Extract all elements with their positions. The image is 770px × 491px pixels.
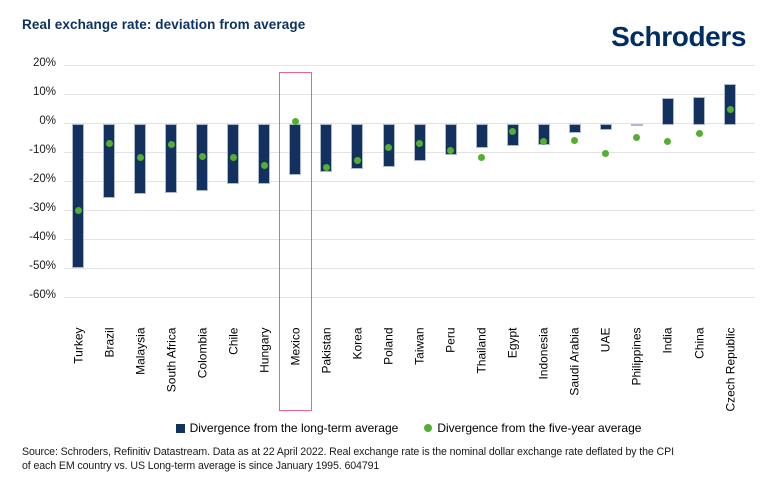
dot-turkey <box>74 206 82 214</box>
x-label-egypt: Egypt <box>505 327 520 359</box>
y-tick--50: -50% <box>29 260 56 272</box>
gridline--20 <box>64 181 755 182</box>
y-tick--60: -60% <box>29 289 56 301</box>
dot-taiwan <box>416 139 424 147</box>
schroders-logo: Schroders <box>611 21 746 52</box>
x-label-india: India <box>660 327 675 354</box>
legend-label-five-year: Divergence from the five-year average <box>437 421 642 435</box>
dot-czech-republic <box>726 106 734 114</box>
dot-peru <box>447 147 455 155</box>
source-note: Source: Schroders, Refinitiv Datastream.… <box>22 446 762 473</box>
x-label-hungary: Hungary <box>257 327 272 373</box>
x-label-taiwan: Taiwan <box>412 327 427 365</box>
dot-poland <box>385 144 392 152</box>
y-tick--30: -30% <box>29 202 56 214</box>
dot-egypt <box>509 128 517 136</box>
x-label-uae: UAE <box>598 327 613 353</box>
dot-thailand <box>478 154 486 162</box>
x-label-thailand: Thailand <box>474 327 489 374</box>
dot-colombia <box>198 152 206 160</box>
dot-chile <box>229 154 237 162</box>
gridline--30 <box>64 210 755 211</box>
y-tick--10: -10% <box>29 144 56 156</box>
x-label-malaysia: Malaysia <box>133 327 148 375</box>
dot-brazil <box>105 139 113 147</box>
gridline--40 <box>64 239 755 240</box>
x-label-brazil: Brazil <box>102 327 117 358</box>
x-label-china: China <box>692 327 706 359</box>
legend-circle-marker <box>424 424 433 432</box>
legend-item-long-term: Divergence from the long-term average <box>175 421 399 435</box>
y-tick--20: -20% <box>29 173 56 185</box>
bar-czech-republic <box>724 83 737 125</box>
bar-india <box>661 98 674 125</box>
source-line-1: Source: Schroders, Refinitiv Datastream.… <box>22 446 674 458</box>
x-label-south-africa: South Africa <box>164 327 179 393</box>
x-label-korea: Korea <box>350 327 365 360</box>
legend-square-marker <box>175 423 185 433</box>
bar-philippines <box>630 124 643 126</box>
chart-title: Real exchange rate: deviation from avera… <box>22 17 306 32</box>
bar-thailand <box>475 124 488 148</box>
x-label-poland: Poland <box>381 327 396 365</box>
dot-china <box>695 129 703 137</box>
legend-label-long-term: Divergence from the long-term average <box>189 421 399 435</box>
gridline--50 <box>64 268 755 269</box>
dot-philippines <box>633 134 641 141</box>
bar-pakistan <box>320 124 333 173</box>
x-label-colombia: Colombia <box>195 327 210 379</box>
dot-mexico <box>291 118 299 126</box>
bar-hungary <box>258 124 271 184</box>
dot-south-africa <box>167 141 175 149</box>
x-label-peru: Peru <box>443 327 458 353</box>
x-label-pakistan: Pakistan <box>319 327 334 374</box>
x-label-turkey: Turkey <box>71 327 85 364</box>
x-label-czech-republic: Czech Republic <box>723 327 738 412</box>
gridline-0 <box>64 123 755 124</box>
y-tick-10: 10% <box>32 86 56 98</box>
y-tick--40: -40% <box>29 231 56 243</box>
bar-china <box>693 96 705 125</box>
bar-saudi-arabia <box>568 124 581 134</box>
gridline-10 <box>64 94 755 95</box>
dot-pakistan <box>322 164 330 172</box>
gridline--60 <box>64 297 755 298</box>
dot-malaysia <box>136 154 144 162</box>
bar-uae <box>599 124 612 131</box>
dot-india <box>664 138 672 146</box>
legend: Divergence from the long-term average Di… <box>62 420 755 436</box>
bar-chile <box>227 124 240 184</box>
bar-south-africa <box>165 124 178 193</box>
x-label-indonesia: Indonesia <box>536 327 551 380</box>
y-tick-0: 0% <box>39 115 56 127</box>
dot-indonesia <box>540 138 548 146</box>
dot-hungary <box>260 161 268 169</box>
dot-uae <box>602 149 610 157</box>
x-label-chile: Chile <box>226 327 241 355</box>
x-label-saudi-arabia: Saudi Arabia <box>567 327 582 396</box>
x-label-philippines: Philippines <box>629 327 644 386</box>
dot-korea <box>353 157 361 165</box>
dot-saudi-arabia <box>571 136 579 144</box>
highlight-box-mexico <box>278 72 312 411</box>
y-tick-20: 20% <box>32 57 56 69</box>
source-line-2: of each EM country vs. US Long-term aver… <box>22 459 380 472</box>
gridline-20 <box>64 65 755 66</box>
bar-brazil <box>103 124 116 199</box>
gridline--10 <box>64 152 755 153</box>
bar-turkey <box>72 124 84 268</box>
legend-item-five-year: Divergence from the five-year average <box>424 421 641 435</box>
